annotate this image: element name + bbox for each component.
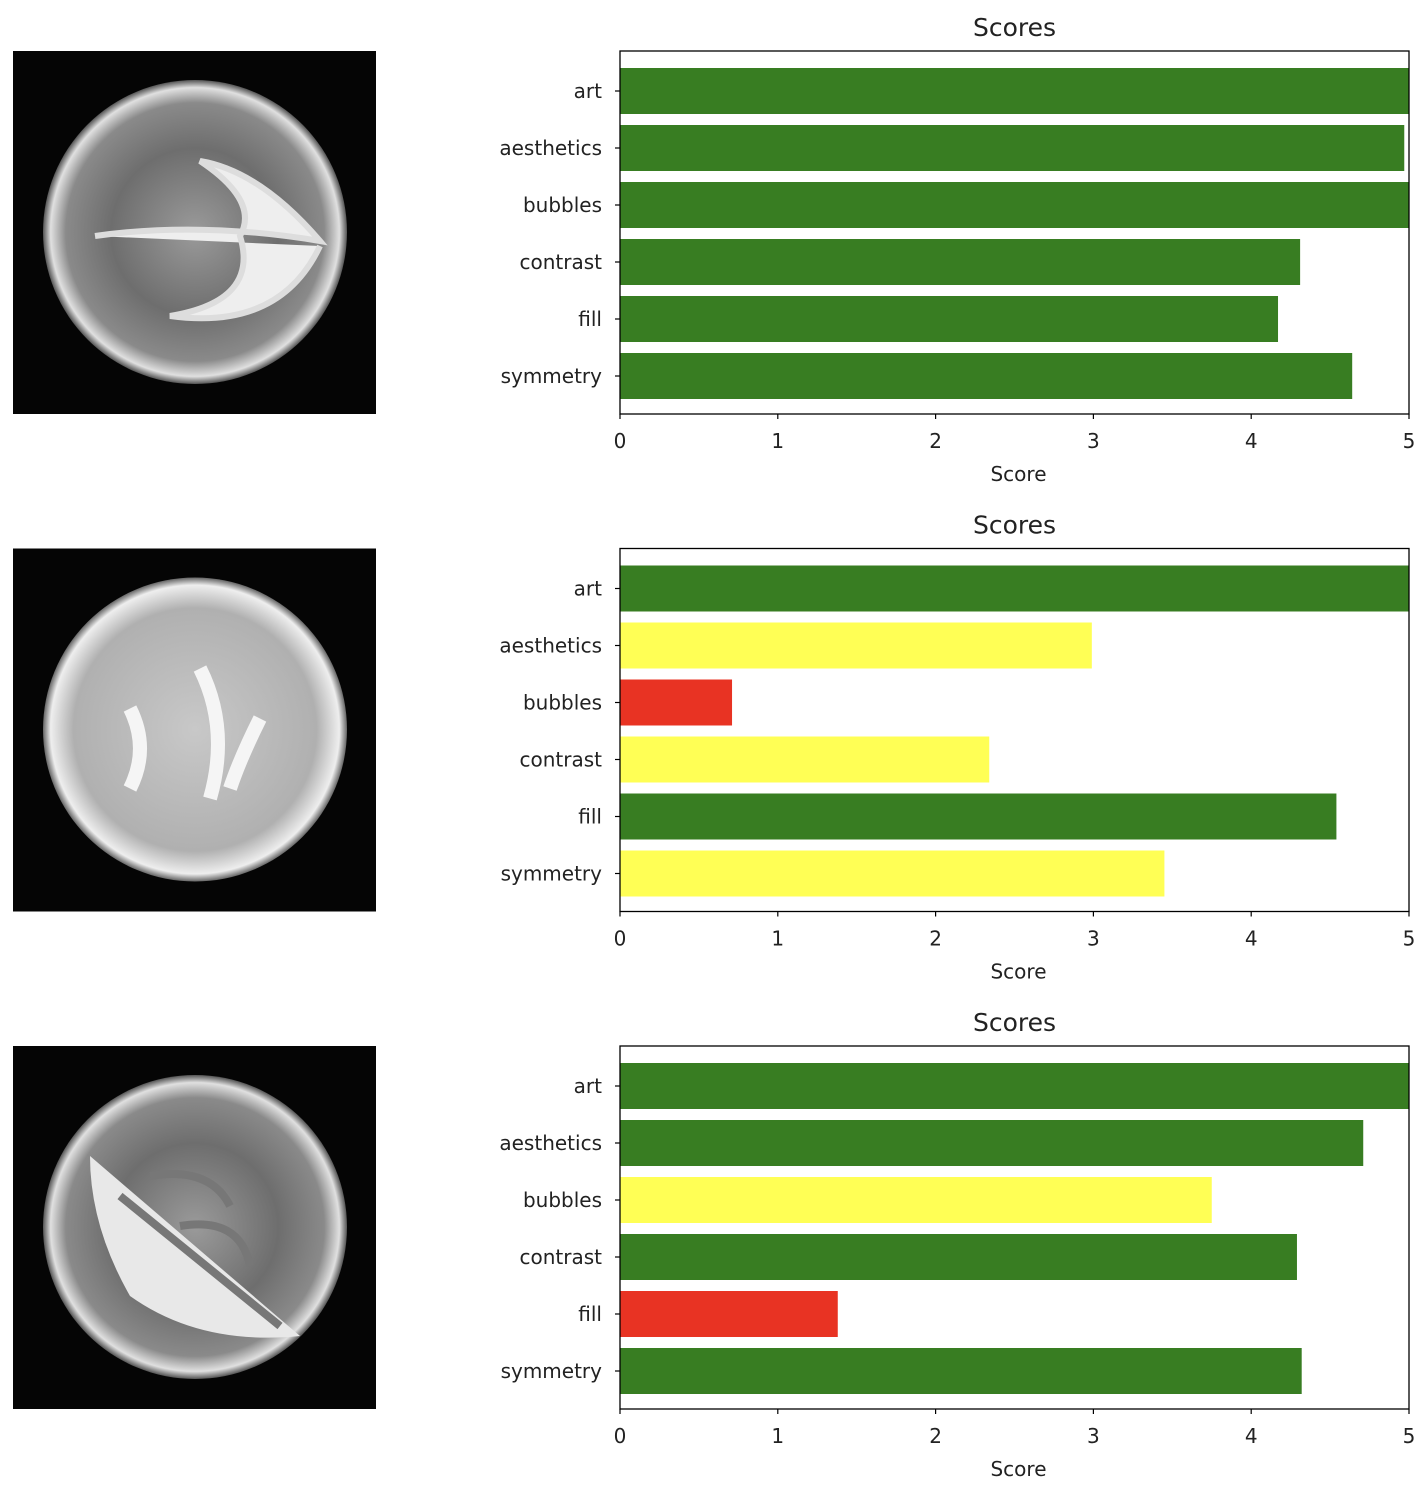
- y-tick-label: aesthetics: [499, 136, 602, 160]
- x-tick-label: 4: [1245, 927, 1258, 951]
- x-tick-label: 3: [1087, 927, 1100, 951]
- x-tick-label: 3: [1087, 429, 1100, 453]
- y-tick-label: fill: [578, 805, 602, 829]
- latte-pattern: [123, 665, 267, 801]
- chart-title: Scores: [973, 13, 1056, 42]
- panel-3: Scores art aesthetics bubbles contrast fill sy…: [13, 1008, 1415, 1481]
- bar-contrast: [620, 239, 1301, 285]
- x-tick-label: 3: [1087, 1424, 1100, 1448]
- latte-art-image: [13, 51, 376, 414]
- latte-pattern-lines: [117, 1170, 283, 1330]
- bar-symmetry: [620, 353, 1353, 399]
- x-tick-label: 1: [771, 1424, 784, 1448]
- x-tick-label: 0: [614, 1424, 627, 1448]
- x-tick-label: 0: [614, 429, 627, 453]
- bar-bubbles: [620, 679, 733, 726]
- axes-frame: [619, 50, 1410, 415]
- bar-bubbles: [620, 182, 1409, 228]
- cup: [43, 577, 347, 882]
- bar-fill: [620, 1291, 838, 1337]
- chart-title: Scores: [973, 511, 1056, 540]
- x-tick-label: 5: [1403, 429, 1416, 453]
- x-tick-label: 2: [929, 429, 942, 453]
- y-tick-label: contrast: [520, 748, 603, 772]
- x-tick-label: 4: [1245, 1424, 1258, 1448]
- bar-art: [620, 1063, 1409, 1109]
- chart-title: Scores: [973, 1008, 1056, 1037]
- x-tick-label: 4: [1245, 429, 1258, 453]
- y-tick-label: symmetry: [501, 862, 603, 886]
- bar-aesthetics: [620, 125, 1405, 171]
- x-tick-label: 2: [929, 927, 942, 951]
- bar-fill: [620, 793, 1337, 840]
- y-tick-label: art: [574, 79, 602, 103]
- x-tick-label: 5: [1403, 1424, 1416, 1448]
- y-tick-label: symmetry: [501, 364, 603, 388]
- bar-symmetry: [620, 850, 1165, 897]
- bar-fill: [620, 296, 1279, 342]
- y-tick-label: bubbles: [523, 1188, 602, 1212]
- bar-symmetry: [620, 1348, 1302, 1394]
- y-tick-label: aesthetics: [499, 1131, 602, 1155]
- bar-aesthetics: [620, 1120, 1364, 1166]
- x-axis-label: Score: [990, 960, 1046, 984]
- y-tick-label: symmetry: [501, 1359, 603, 1383]
- bar-aesthetics: [620, 622, 1092, 669]
- bar-art: [620, 565, 1409, 612]
- x-tick-label: 2: [929, 1424, 942, 1448]
- y-tick-label: fill: [578, 307, 602, 331]
- latte-pattern: [94, 158, 328, 322]
- x-tick-label: 0: [614, 927, 627, 951]
- panel-2: Scores art aesthetics bubbles contrast fill sy…: [13, 511, 1415, 984]
- bar-contrast: [620, 1234, 1297, 1280]
- x-tick-label: 5: [1403, 927, 1416, 951]
- x-tick-label: 1: [771, 429, 784, 453]
- y-tick-label: fill: [578, 1302, 602, 1326]
- bar-bubbles: [620, 1177, 1212, 1223]
- axes-frame: [619, 1045, 1410, 1410]
- y-tick-label: bubbles: [523, 691, 602, 715]
- y-tick-label: art: [574, 577, 602, 601]
- y-tick-label: aesthetics: [499, 634, 602, 658]
- y-tick-label: contrast: [520, 1245, 603, 1269]
- y-tick-label: contrast: [520, 250, 603, 274]
- y-tick-label: bubbles: [523, 193, 602, 217]
- x-axis-label: Score: [990, 462, 1046, 486]
- x-axis-label: Score: [990, 1457, 1046, 1481]
- latte-art-image: [13, 1046, 376, 1409]
- latte-pattern: [90, 1156, 300, 1338]
- x-tick-label: 1: [771, 927, 784, 951]
- bar-contrast: [620, 736, 990, 783]
- bar-art: [620, 68, 1409, 114]
- latte-art-image: [13, 548, 376, 912]
- panel-1: Scores art aesthetics bubbles contrast fill sy…: [13, 13, 1415, 486]
- axes-frame: [619, 547, 1410, 913]
- y-tick-label: art: [574, 1074, 602, 1098]
